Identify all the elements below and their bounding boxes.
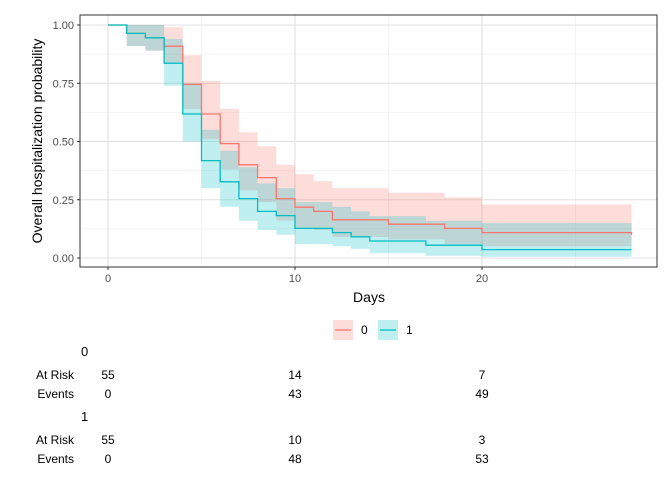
risk-events-value: 43: [288, 387, 302, 401]
risk-row-label: At Risk: [35, 433, 74, 447]
y-tick-label: 1.00: [53, 20, 74, 32]
risk-at-risk-value: 55: [101, 433, 115, 447]
risk-at-risk-value: 3: [478, 433, 486, 447]
survival-curve-1: [108, 24, 632, 251]
y-tick-label: 0.50: [53, 137, 74, 149]
risk-row-label: Events: [37, 452, 74, 466]
risk-at-risk-value: 55: [101, 368, 115, 382]
x-tick-label: 10: [289, 273, 301, 285]
risk-events-value: 49: [475, 387, 489, 401]
x-tick-label: 20: [476, 273, 488, 285]
y-tick-label: 0.00: [53, 253, 74, 265]
y-axis-ticks: 0.00 0.25 0.50 0.75 1.00: [53, 20, 80, 265]
y-axis-title: Overall hospitalization probability: [29, 39, 45, 244]
risk-events-value: 53: [475, 452, 489, 466]
y-tick-label: 0.25: [53, 195, 74, 207]
risk-group-label: 1: [81, 409, 89, 424]
risk-row-label: Events: [37, 387, 74, 401]
x-axis-ticks: 0 10 20: [105, 267, 488, 285]
risk-row-label: At Risk: [35, 368, 74, 382]
risk-events-value: 48: [288, 452, 302, 466]
risk-events-value: 0: [104, 452, 112, 466]
x-tick-label: 0: [105, 273, 111, 285]
x-axis-title: Days: [353, 289, 385, 305]
confidence-band-0: [108, 25, 632, 249]
grid-lines: [80, 15, 657, 267]
risk-events-value: 0: [104, 387, 112, 401]
survival-curves: [108, 24, 633, 251]
y-tick-label: 0.75: [53, 78, 74, 90]
risk-at-risk-value: 7: [478, 368, 486, 382]
risk-at-risk-value: 10: [288, 433, 302, 447]
legend-label-0: 0: [361, 323, 368, 337]
risk-at-risk-value: 14: [288, 368, 302, 382]
risk-group-label: 0: [81, 344, 89, 359]
legend-label-1: 1: [406, 323, 413, 337]
